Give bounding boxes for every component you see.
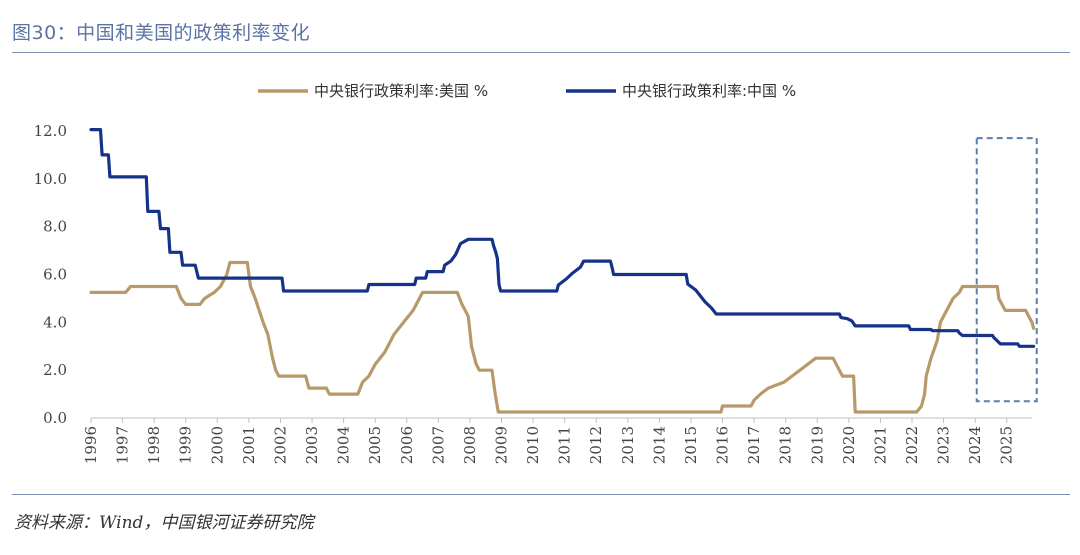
legend: 中央银行政策利率:美国 % 中央银行政策利率:中国 % [258,82,796,100]
y-tick-label: 6.0 [43,266,67,284]
x-tick-label: 2002 [271,426,289,464]
chart-title: 图30：中国和美国的政策利率变化 [12,22,311,44]
y-tick-label: 10.0 [34,170,67,188]
us-rate-line [89,260,1036,414]
x-tick-label: 2020 [840,426,858,464]
x-tick-label: 1999 [177,426,195,464]
x-tick-label: 2019 [808,426,826,464]
x-tick-label: 2010 [524,426,542,464]
x-tick-label: 2024 [966,426,984,464]
x-tick-label: 1996 [82,426,100,464]
x-tick-label: 2018 [777,426,795,464]
x-tick-label: 2025 [998,426,1016,464]
legend-label-us: 中央银行政策利率:美国 % [314,82,488,100]
y-tick-label: 2.0 [43,361,67,379]
x-tick-label: 2006 [398,426,416,464]
y-tick-label: 4.0 [43,313,67,331]
highlight-box [975,137,1038,403]
x-tick-label: 2007 [429,426,447,464]
x-tick-label: 2000 [208,426,226,464]
y-axis: 0.0 2.0 4.0 6.0 8.0 10.0 12.0 [34,122,67,427]
china-rate-line [89,128,1036,348]
x-tick-label: 2014 [650,426,668,464]
x-tick-label: 2023 [935,426,953,464]
x-tick-label: 2022 [903,426,921,464]
x-tick-label: 2015 [682,426,700,464]
y-tick-label: 12.0 [34,122,67,140]
x-tick-label: 1998 [145,426,163,464]
policy-rate-chart: 中央银行政策利率:美国 % 中央银行政策利率:中国 % 0.0 2.0 4.0 6.0 8… [34,82,1038,464]
x-tick-label: 2009 [493,426,511,464]
x-tick-label: 2017 [745,426,763,464]
x-tick-label: 2003 [303,426,321,464]
legend-label-china: 中央银行政策利率:中国 % [622,82,796,100]
x-axis: 1996 1997 1998 1999 2000 2001 2002 2003 2004 2005… [82,417,1032,464]
y-tick-label: 0.0 [43,409,67,427]
y-tick-label: 8.0 [43,218,67,236]
x-tick-label: 2004 [335,426,353,464]
x-tick-label: 2021 [871,426,889,464]
source-note: 资料来源：Wind，中国银河证券研究院 [14,513,314,533]
x-tick-label: 1997 [114,426,132,464]
title-divider [12,52,1070,53]
x-tick-label: 2011 [556,426,574,464]
source-divider [12,494,1070,495]
plot-area [89,128,1038,414]
x-tick-label: 2005 [366,426,384,464]
x-tick-label: 2001 [240,426,258,464]
x-tick-label: 2013 [619,426,637,464]
x-tick-label: 2016 [714,426,732,464]
x-tick-label: 2012 [587,426,605,464]
x-tick-label: 2008 [461,426,479,464]
